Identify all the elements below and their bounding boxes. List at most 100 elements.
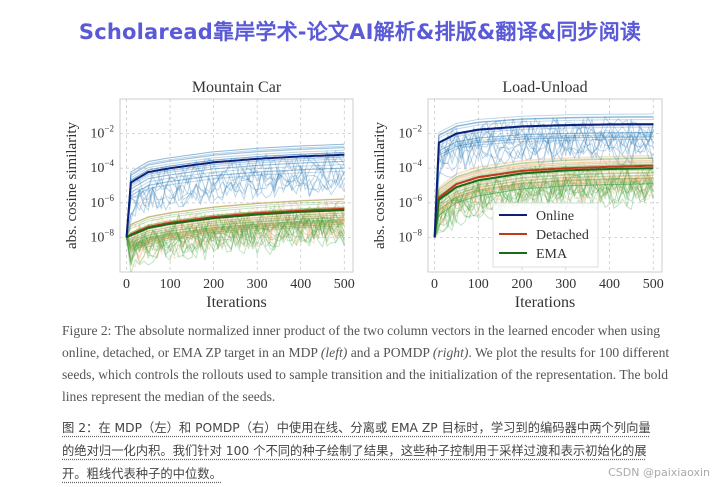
- seed-line-ema: [126, 202, 345, 238]
- seed-line-ema: [434, 177, 654, 238]
- x-tick-label: 300: [247, 277, 268, 292]
- x-tick-label: 0: [431, 277, 438, 292]
- seed-line-online: [434, 121, 654, 238]
- x-tick-label: 200: [203, 277, 224, 292]
- seed-line-detached: [434, 180, 654, 238]
- seed-line-ema: [126, 219, 345, 246]
- legend: Online Detached EMA: [492, 202, 599, 268]
- seed-line-ema: [126, 206, 345, 238]
- seed-line-ema: [434, 181, 654, 238]
- seed-line-detached: [126, 198, 345, 238]
- seed-line-online: [434, 134, 654, 238]
- seed-line-detached: [434, 179, 654, 238]
- seed-line-online: [434, 132, 654, 238]
- seed-line-detached: [434, 171, 654, 238]
- seed-line-ema: [126, 200, 345, 238]
- seed-line-detached: [434, 160, 654, 238]
- seed-line-detached: [126, 212, 345, 262]
- seed-line-online: [434, 113, 654, 238]
- seed-line-online: [434, 132, 654, 238]
- seed-line-online: [126, 168, 345, 238]
- banner-title: Scholaread靠岸学术-论文AI解析&排版&翻译&同步阅读: [78, 20, 642, 44]
- seed-line-online: [434, 116, 654, 238]
- seed-line-online: [126, 149, 345, 238]
- seed-line-detached: [434, 177, 654, 238]
- seed-line-ema: [126, 206, 345, 238]
- seed-line-detached: [126, 198, 345, 238]
- seed-line-detached: [434, 175, 654, 238]
- seed-line-online: [434, 129, 654, 238]
- seed-line-online: [434, 138, 654, 238]
- seed-line-detached: [126, 207, 345, 238]
- legend-label-online: Online: [536, 209, 574, 224]
- y-tick-label: 10−6: [90, 193, 114, 211]
- y-tick-label: 10−2: [398, 124, 422, 142]
- seed-line-online: [126, 147, 345, 238]
- seed-line-ema: [434, 174, 654, 238]
- seed-line-online: [126, 143, 345, 238]
- seed-line-ema: [126, 213, 345, 263]
- seed-line-ema: [126, 205, 345, 252]
- seed-line-detached: [434, 174, 654, 238]
- seed-line-detached: [126, 215, 345, 264]
- seed-line-ema: [126, 198, 345, 238]
- seed-line-online: [126, 160, 345, 238]
- seed-line-ema: [434, 179, 654, 238]
- seed-line-ema: [434, 166, 654, 238]
- median-line-ema: [433, 167, 654, 238]
- seed-line-ema: [434, 176, 654, 238]
- seed-line-detached: [126, 198, 345, 238]
- seed-line-detached: [434, 160, 654, 238]
- x-tick-label: 100: [468, 277, 489, 292]
- x-axis-label: Iterations: [515, 294, 575, 311]
- seed-line-detached: [126, 206, 345, 238]
- x-tick-label: 100: [160, 277, 181, 292]
- seed-line-detached: [434, 168, 654, 238]
- seed-line-online: [126, 156, 345, 238]
- seed-line-online: [126, 169, 345, 238]
- seed-line-ema: [434, 162, 654, 238]
- seed-line-ema: [126, 211, 345, 254]
- seed-line-online: [126, 152, 345, 238]
- seed-line-detached: [434, 161, 654, 238]
- seed-line-online: [126, 152, 345, 238]
- seed-line-ema: [434, 168, 654, 238]
- seed-line-online: [434, 116, 654, 238]
- watermark: CSDN @paixiaoxin: [608, 466, 710, 479]
- series-group: [433, 113, 654, 238]
- seed-line-detached: [126, 223, 345, 251]
- chart-panel-0: 0 100 200 300 400 500 10−2 10−4 10−6 10−8 Mountain…: [64, 79, 355, 311]
- seed-line-ema: [434, 172, 654, 238]
- x-tick-label: 400: [290, 277, 311, 292]
- seed-line-detached: [126, 217, 345, 261]
- seed-line-ema: [434, 174, 654, 238]
- x-tick-label: 400: [599, 277, 620, 292]
- seed-line-ema: [126, 220, 345, 247]
- y-tick-label: 10−8: [90, 227, 114, 245]
- seed-line-detached: [126, 222, 345, 249]
- seed-line-online: [126, 164, 345, 238]
- seed-line-detached: [126, 210, 345, 254]
- seed-line-detached: [434, 173, 654, 238]
- caption-english: Figure 2: The absolute normalized inner …: [62, 323, 670, 404]
- x-tick-label: 200: [512, 277, 533, 292]
- seed-line-detached: [126, 203, 345, 244]
- seed-line-online: [434, 127, 654, 238]
- y-axis-label: abs. cosine similarity: [372, 121, 388, 249]
- median-line-detached: [433, 164, 654, 238]
- seed-line-online: [434, 138, 654, 238]
- seed-line-online: [434, 115, 654, 238]
- seed-line-ema: [126, 225, 345, 252]
- seed-line-ema: [434, 157, 654, 238]
- seed-line-online: [126, 160, 345, 238]
- seed-line-ema: [434, 183, 654, 238]
- median-line-detached: [125, 207, 345, 239]
- seed-line-online: [126, 167, 345, 238]
- seed-line-detached: [434, 155, 654, 238]
- seed-line-online: [126, 145, 345, 238]
- y-tick-label: 10−8: [398, 227, 422, 245]
- seed-line-detached: [126, 212, 345, 240]
- seed-line-detached: [126, 206, 345, 256]
- median-line-ema: [126, 209, 345, 239]
- seed-line-detached: [126, 221, 345, 249]
